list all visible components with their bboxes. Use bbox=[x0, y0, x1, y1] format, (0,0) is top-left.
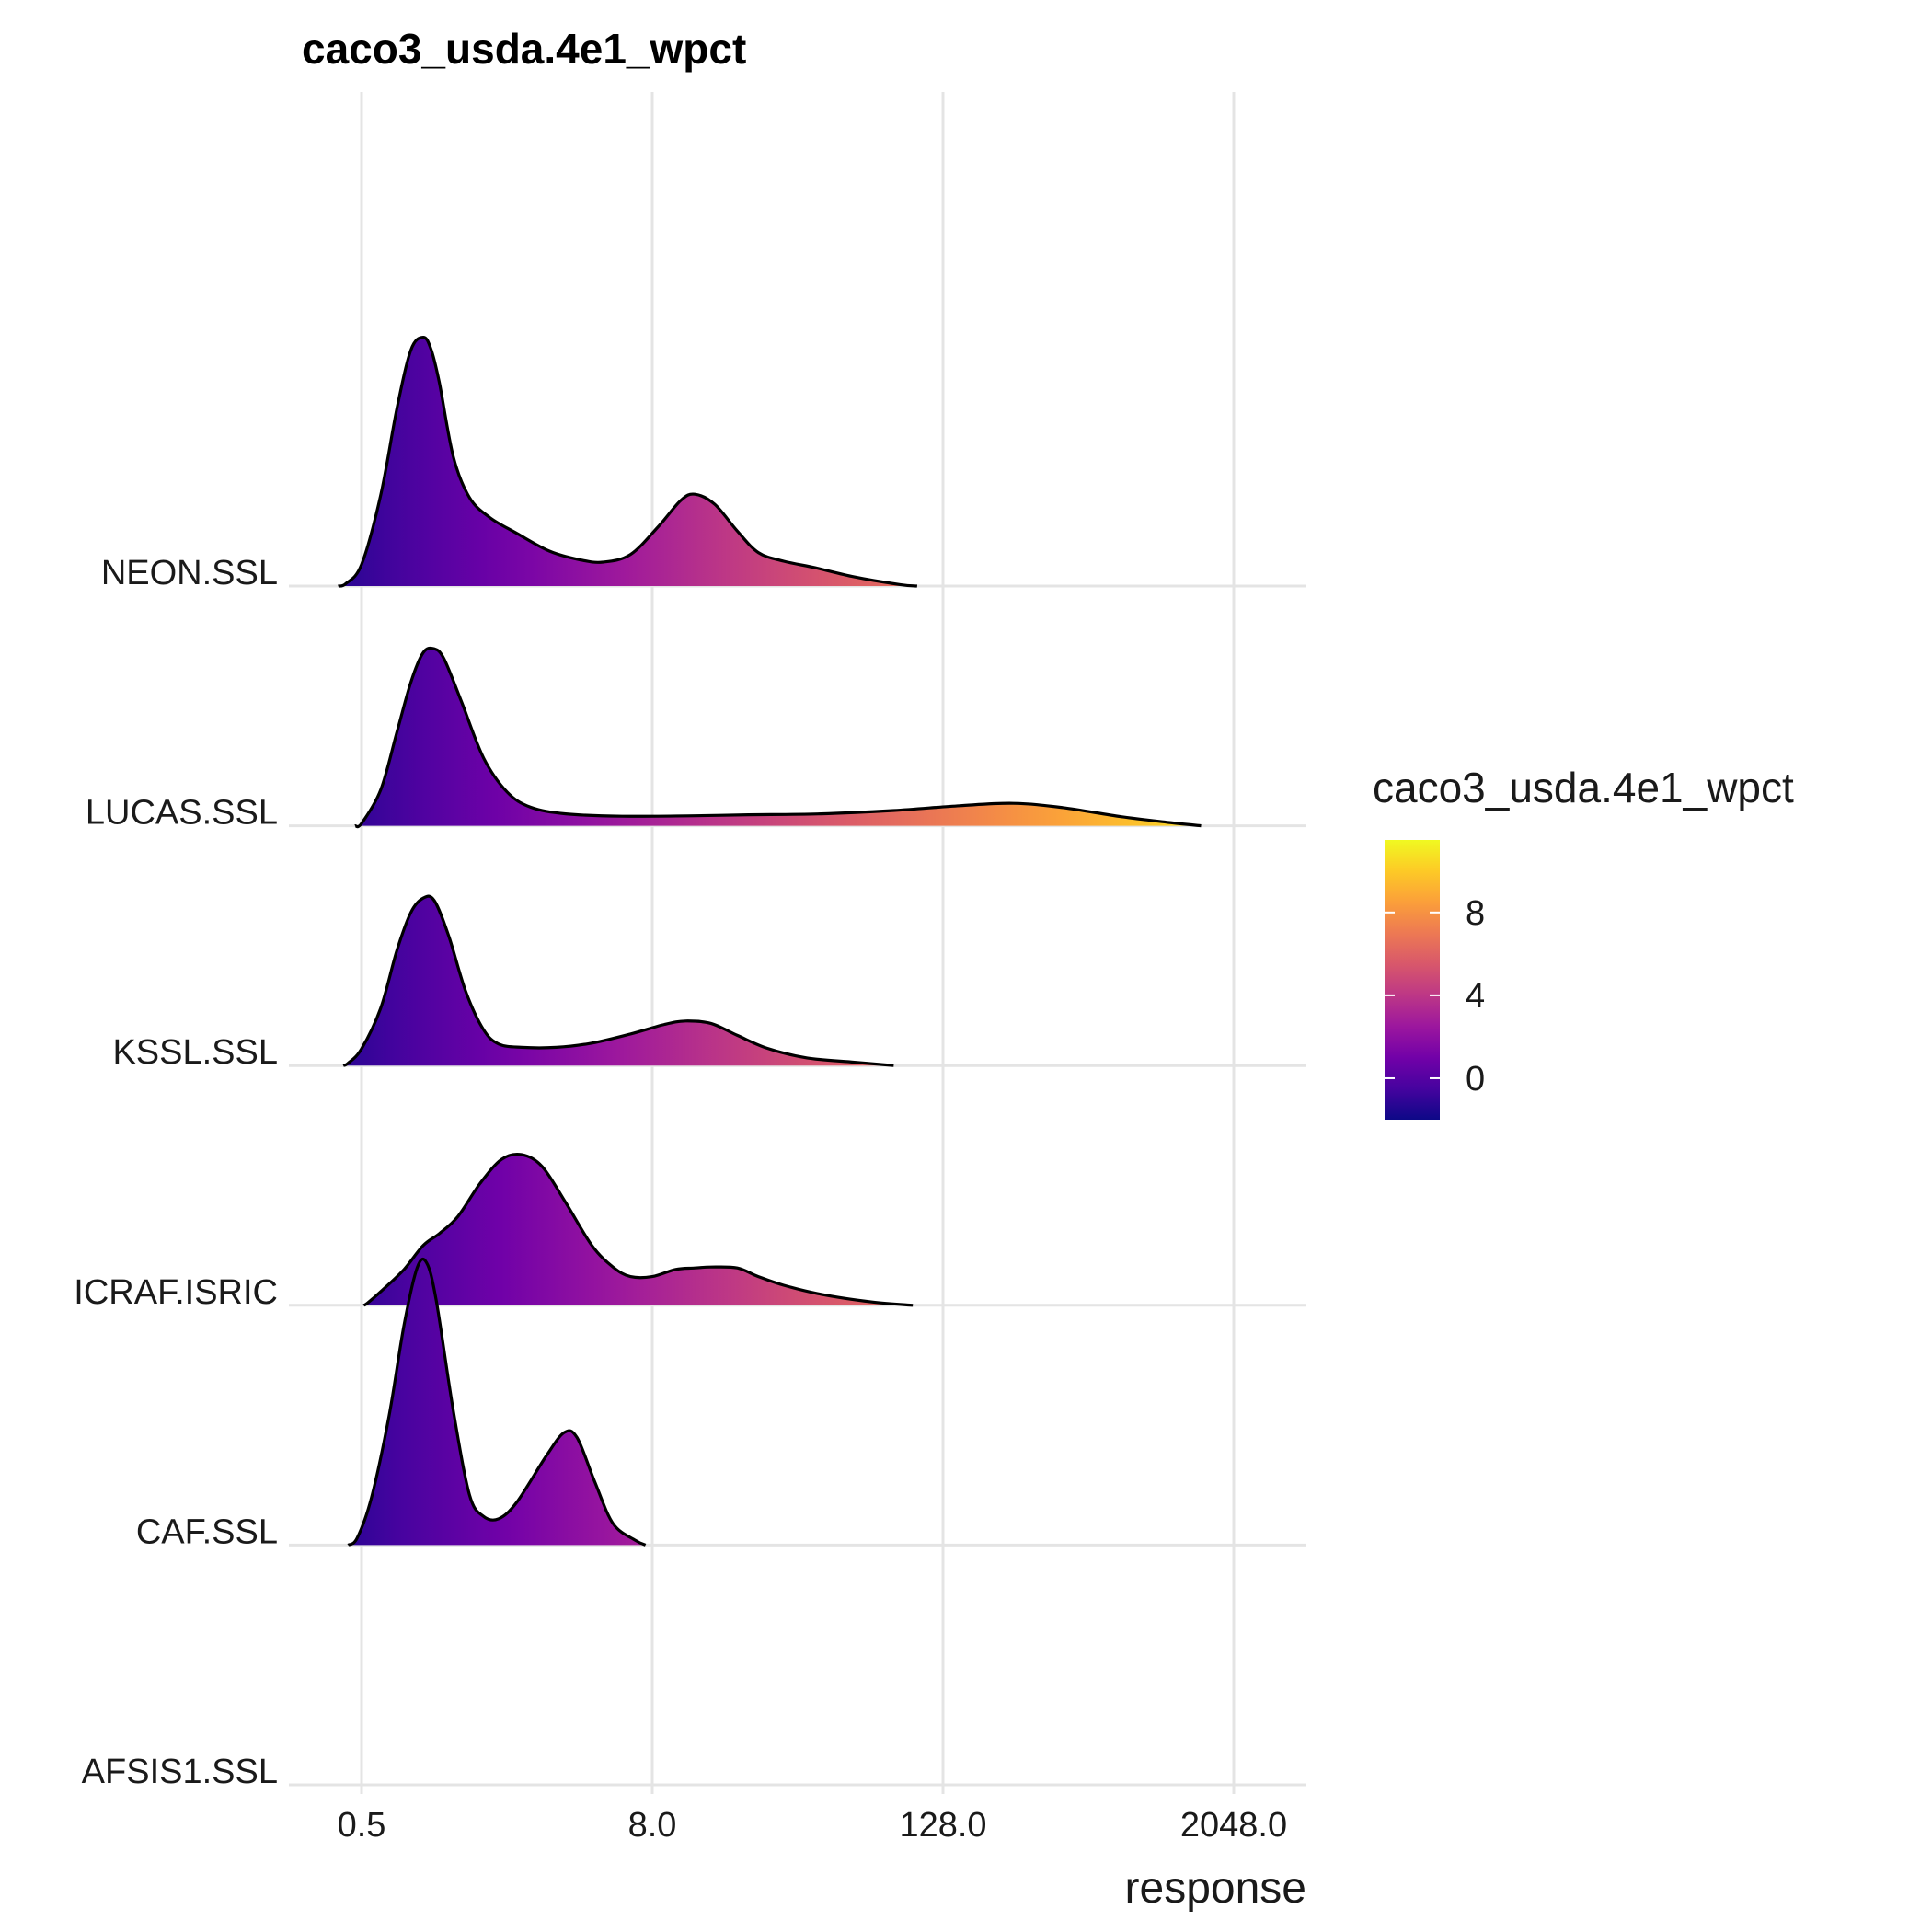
ridge-area bbox=[363, 1154, 914, 1305]
ridge-area bbox=[338, 337, 917, 587]
ridge-icraf-isric bbox=[362, 1152, 914, 1307]
ridge-outline bbox=[342, 894, 894, 1067]
x-axis-title: response bbox=[1125, 1864, 1306, 1913]
ridge-lucas-ssl bbox=[354, 646, 1202, 829]
ridge-outline bbox=[354, 646, 1202, 829]
ridge-area bbox=[348, 1259, 646, 1546]
y-tick-label: AFSIS1.SSL bbox=[82, 1753, 278, 1791]
ridge-area bbox=[343, 896, 894, 1066]
y-axis-labels: AFSIS1.SSL CAF.SSL ICRAF.ISRIC KSSL.SSL LUCA… bbox=[74, 554, 278, 1791]
chart-title: caco3_usda.4e1_wpct bbox=[302, 25, 746, 73]
y-tick-label: KSSL.SSL bbox=[112, 1033, 278, 1072]
ridge-kssl-ssl bbox=[342, 894, 894, 1067]
x-axis-labels: 0.5 8.0 128.0 2048.0 bbox=[338, 1806, 1288, 1845]
ridge-outline bbox=[347, 1257, 647, 1547]
legend-colorbar bbox=[1385, 840, 1440, 1120]
legend-tick-label: 0 bbox=[1466, 1060, 1485, 1098]
legend-title: caco3_usda.4e1_wpct bbox=[1373, 764, 1794, 811]
x-tick-label: 128.0 bbox=[899, 1806, 986, 1845]
x-tick-label: 0.5 bbox=[338, 1806, 386, 1845]
color-legend: caco3_usda.4e1_wpct 0 4 8 bbox=[1373, 764, 1794, 1120]
y-tick-label: LUCAS.SSL bbox=[86, 794, 278, 833]
y-tick-label: CAF.SSL bbox=[136, 1512, 278, 1551]
ridges bbox=[338, 336, 1202, 1547]
legend-tick-label: 8 bbox=[1466, 894, 1485, 933]
ridge-outline bbox=[338, 336, 918, 588]
ridge-neon-ssl bbox=[338, 336, 918, 588]
x-tick-label: 8.0 bbox=[628, 1806, 677, 1845]
ridge-outline bbox=[362, 1152, 914, 1307]
y-tick-label: NEON.SSL bbox=[101, 554, 278, 592]
y-tick-label: ICRAF.ISRIC bbox=[74, 1273, 278, 1312]
x-tick-label: 2048.0 bbox=[1180, 1806, 1287, 1845]
legend-ticks: 0 4 8 bbox=[1385, 894, 1485, 1098]
ridge-caf-ssl bbox=[347, 1257, 647, 1547]
ridge-area bbox=[354, 648, 1202, 827]
legend-tick-label: 4 bbox=[1466, 977, 1485, 1016]
